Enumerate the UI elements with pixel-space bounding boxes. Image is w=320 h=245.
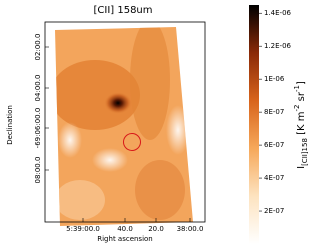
x-tick-label: 40.0 xyxy=(117,225,133,233)
colorbar-tick-label: 6E-07 xyxy=(264,141,284,149)
colorbar-tick-label: 4E-07 xyxy=(264,174,284,182)
colorbar-label-part: -1 xyxy=(293,85,301,92)
y-tick-label: 08:00.0 xyxy=(34,157,42,184)
colorbar-label-part: sr xyxy=(296,91,307,104)
x-tick-label: 38:00.0 xyxy=(177,225,204,233)
colorbar-label-part: I xyxy=(296,166,307,169)
sky-image xyxy=(55,27,193,226)
y-tick-label: 04:00.0 xyxy=(34,75,42,102)
x-axis-label: Right ascension xyxy=(97,235,153,243)
chart-title: [CII] 158um xyxy=(93,5,152,16)
colorbar-tick-label: 2E-07 xyxy=(264,207,284,215)
colorbar-label-part: -2 xyxy=(293,105,301,112)
colorbar-label-part: ] xyxy=(296,81,307,85)
y-tick-label: -69:06:00.0 xyxy=(34,108,42,149)
colorbar-tick-label: 1.2E-06 xyxy=(264,42,292,50)
colorbar-tick-label: 1.4E-06 xyxy=(264,9,292,17)
colorbar-label-part: [K m xyxy=(296,112,307,139)
x-tick-label: 20.0 xyxy=(148,225,164,233)
colorbar-tick-label: 8E-07 xyxy=(264,108,284,116)
colorbar xyxy=(249,5,259,244)
x-tick-label: 5:39:00.0 xyxy=(66,225,100,233)
y-axis-label: Declination xyxy=(6,105,14,145)
colorbar-label: I[CII]158 [K m-2 sr-1] xyxy=(293,81,309,169)
colorbar-label-part: [CII]158 xyxy=(301,138,309,166)
y-tick-label: 02:00.0 xyxy=(34,34,42,61)
colorbar-tick-label: 1E-06 xyxy=(264,75,285,83)
